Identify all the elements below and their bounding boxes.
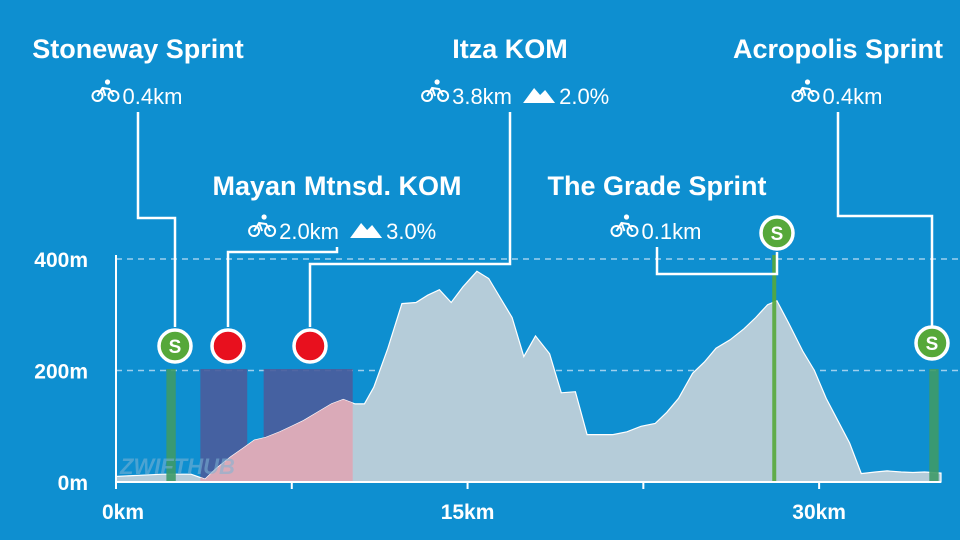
segment-title: Itza KOM [452,34,568,64]
marker-circle [914,325,950,361]
mountain-icon [523,88,556,103]
sprint-segment-bars [166,255,939,482]
segment-distance: 2.0km [279,219,339,244]
y-tick-label: 0m [58,472,88,495]
bicycle-icon-head [261,214,267,220]
bicycle-icon-head [104,79,111,85]
marker-circle [759,215,795,251]
bicycle-icon-wheel [791,90,804,102]
segment-stats: 3.8km 2.0% [421,79,609,109]
sprint-marker: S [914,325,950,361]
segment-stats: 2.0km 3.0% [248,214,436,244]
segment-gradient: 3.0% [386,219,436,244]
bicycle-icon-head [804,79,811,85]
y-tick-label: 200m [34,361,88,384]
x-tick-label: 15km [441,501,495,524]
segment-stats: 0.4km [791,79,883,109]
segment-leader-line [308,112,512,327]
bicycle-icon-head [434,79,440,85]
segment-leader-lines [136,112,934,327]
sprint-marker-letter: S [169,337,182,358]
segment-leader-line [226,247,339,327]
bicycle-icon-wheel [626,225,639,237]
segment-title: The Grade Sprint [547,171,766,201]
sprint-marker-letter: S [771,224,784,245]
kom-marker [292,328,328,364]
mountain-icon [350,223,383,238]
bicycle-icon-frame [615,221,634,232]
sprint-marker-letter: S [926,334,939,355]
segment-leader-line [655,247,779,276]
sprint-segment-bar [929,369,939,482]
bicycle-icon-wheel [807,90,820,102]
axes: 0m 200m 400m 0km 15km 30km [34,249,941,524]
segment-title: Acropolis Sprint [733,34,943,64]
bicycle-icon-wheel [421,90,434,102]
segment-gradient: 2.0% [559,84,609,109]
elevation-area [115,270,942,483]
segment-labels: Stoneway Sprint 0.4km Mayan Mtnsd. KOM 2.0k… [32,34,943,244]
marker-circle [292,328,328,364]
bicycle-icon-frame [96,86,115,97]
sprint-marker: S [759,215,795,251]
x-tick-label: 30km [792,501,846,524]
marker-circle [157,328,193,364]
bicycle-icon-frame [426,86,444,97]
segment-markers: S S S [157,215,950,364]
bicycle-icon-wheel [248,225,261,237]
bicycle-icon-frame [253,221,271,232]
bicycle-icon-wheel [610,225,623,237]
segment-leader-line [836,112,934,327]
watermark-text: ZWIFTHUB [119,454,235,479]
segment-stats: 0.4km [91,79,183,109]
x-tick-label: 0km [102,501,144,524]
bicycle-icon-wheel [264,225,277,237]
segment-leader-line [136,112,177,327]
bicycle-icon-wheel [437,90,450,102]
sprint-segment-bar [166,369,176,482]
sprint-marker: S [157,328,193,364]
sprint-segment-bar [772,255,777,482]
bicycle-icon-head [623,214,630,220]
segment-title: Stoneway Sprint [32,34,244,64]
segment-distance: 0.4km [123,84,183,109]
y-tick-label: 400m [34,249,88,272]
segment-stats: 0.1km [610,214,702,244]
bicycle-icon-frame [796,86,815,97]
segment-title: Mayan Mtnsd. KOM [212,171,461,201]
segment-distance: 0.1km [642,219,702,244]
segment-distance: 0.4km [823,84,883,109]
bicycle-icon-wheel [107,90,120,102]
climb-highlight-area [200,399,353,482]
kom-marker [210,328,246,364]
segment-distance: 3.8km [452,84,512,109]
marker-circle [210,328,246,364]
bicycle-icon-wheel [91,90,104,102]
